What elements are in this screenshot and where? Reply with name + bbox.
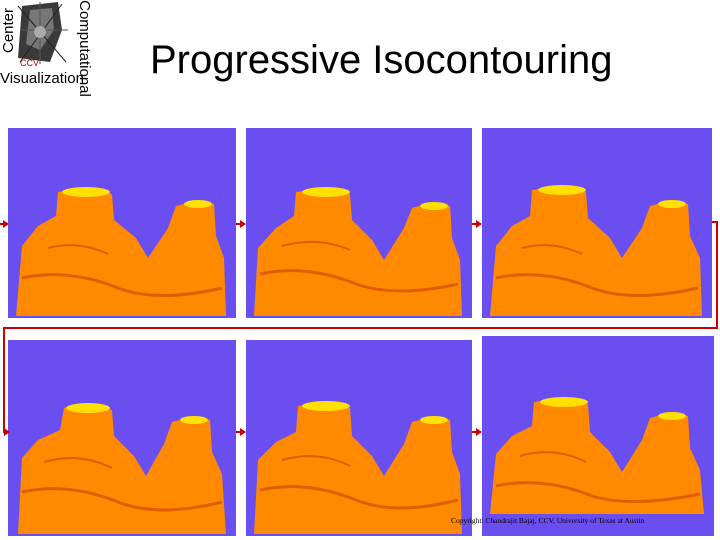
logo-visualization-text: Visualization xyxy=(0,70,84,87)
isocontour-panel-6 xyxy=(482,336,714,536)
isosurface-image-1 xyxy=(16,187,226,316)
logo-center-text: Center xyxy=(0,7,18,54)
slide-title: Progressive Isocontouring xyxy=(150,38,613,82)
isocontour-panel-3 xyxy=(482,128,712,318)
isocontour-panel-4 xyxy=(8,340,236,536)
isocontour-panel-5 xyxy=(246,340,472,536)
logo-ccv-text: CCV xyxy=(20,58,40,68)
isosurface-image-3 xyxy=(490,185,702,316)
isocontour-panel-1 xyxy=(8,128,236,318)
logo-graphic xyxy=(17,2,68,64)
isosurface-image-5 xyxy=(254,401,462,534)
isocontour-panel-2 xyxy=(246,128,472,318)
isosurface-image-6 xyxy=(490,397,704,514)
isosurface-image-4 xyxy=(18,403,226,534)
isosurface-image-2 xyxy=(254,187,462,316)
copyright-notice: Copyright: Chandrajit Bajaj, CCV, Univer… xyxy=(451,516,645,525)
ccv-logo: Center Computational CCV Visualization xyxy=(0,0,100,100)
